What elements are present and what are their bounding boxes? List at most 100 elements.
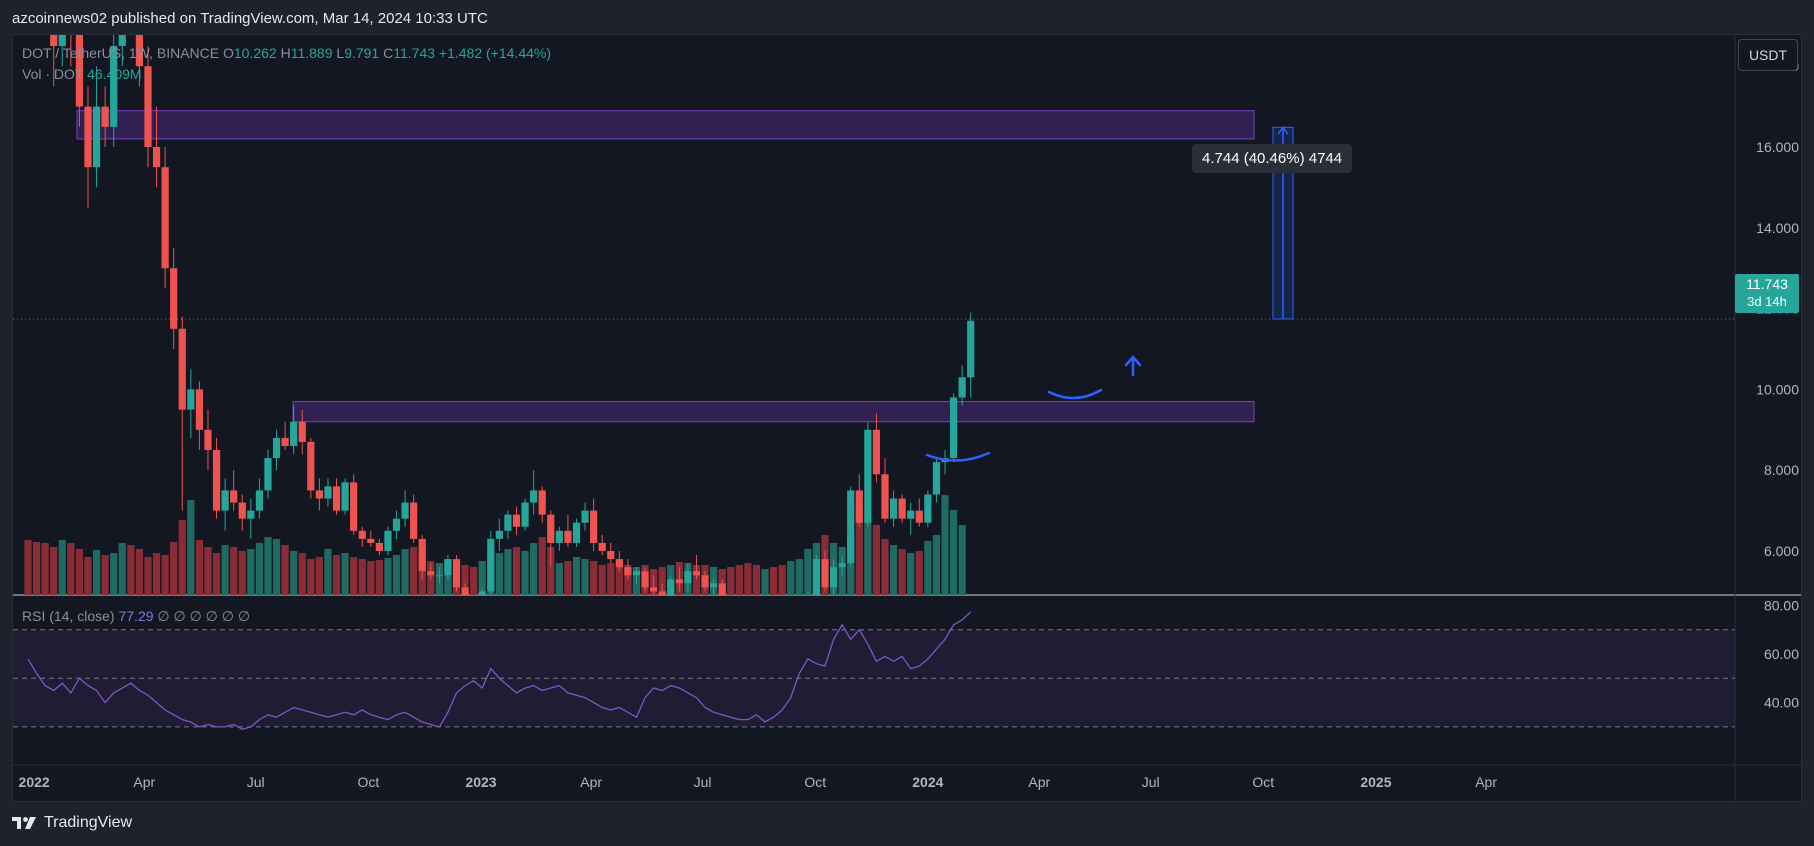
price-tick-label: 14.000: [1756, 220, 1799, 236]
volume-bar: [67, 543, 75, 595]
candle-body: [58, 35, 66, 47]
volume-bar: [298, 553, 306, 595]
symbol-label[interactable]: DOT / TetherUS, 1W, BINANCE: [22, 45, 220, 61]
volume-bar: [478, 561, 486, 595]
candle-body: [572, 522, 581, 543]
rsi-legend: RSI (14, close) 77.29 ∅ ∅ ∅ ∅ ∅ ∅: [22, 608, 250, 625]
volume-bar: [358, 559, 366, 595]
volume-bar: [761, 569, 769, 595]
candle-body: [710, 583, 718, 588]
candle-body: [195, 389, 203, 430]
volume-bar: [290, 551, 298, 595]
volume-bar: [607, 563, 615, 595]
candle-body: [847, 490, 855, 564]
volume-bar: [555, 563, 563, 595]
volume-bar: [727, 567, 735, 595]
measure-arrowhead: [1277, 126, 1289, 135]
rsi-tick-label: 40.00: [1764, 695, 1799, 711]
candle-body: [50, 35, 58, 47]
candle-body: [538, 490, 546, 515]
chart-frame[interactable]: 18.00016.00014.00012.00010.0008.0006.000…: [12, 34, 1802, 802]
low-label: L: [336, 45, 345, 61]
candle-body: [812, 559, 821, 595]
volume-bar: [332, 555, 341, 595]
volume-bar: [247, 549, 255, 595]
footer-bar: [0, 804, 1814, 846]
last-price-tag: 11.743 3d 14h: [1735, 274, 1799, 313]
volume-bar: [512, 547, 521, 595]
candle-body: [915, 510, 923, 523]
candle-body: [144, 66, 152, 148]
candle-body: [384, 530, 392, 552]
candle-body: [564, 530, 572, 543]
candle-body: [504, 514, 512, 531]
ohlc-legend: DOT / TetherUS, 1W, BINANCE O10.262 H11.…: [22, 45, 551, 61]
time-tick-label: Apr: [1028, 774, 1050, 790]
breakout-arrow-annotation: [1124, 355, 1142, 377]
publisher-text: azcoinnews02 published on TradingView.co…: [12, 10, 488, 27]
time-tick-label: 2025: [1360, 774, 1391, 790]
volume-bar: [32, 542, 41, 595]
time-tick-label: Apr: [580, 774, 602, 790]
candle-body: [829, 567, 838, 588]
candle-body: [221, 490, 229, 511]
candle-body: [187, 389, 195, 410]
time-tick-label: Jul: [1142, 774, 1160, 790]
candle-body: [204, 429, 212, 451]
price-tick-label: 8.000: [1764, 462, 1799, 478]
candle-body: [264, 458, 272, 491]
candle-body: [444, 559, 452, 576]
candle-body: [675, 579, 683, 584]
measure-label: 4.744 (40.46%) 4744: [1192, 144, 1353, 173]
candle-body: [872, 429, 881, 475]
volume-bar: [204, 547, 212, 595]
rsi-label[interactable]: RSI (14, close): [22, 608, 115, 624]
price-tick-label: 16.000: [1756, 139, 1799, 155]
candle-body: [598, 542, 606, 552]
rsi-extra-values: ∅ ∅ ∅ ∅ ∅ ∅: [157, 608, 251, 624]
candle-body: [727, 599, 734, 615]
cup-bottom-annotation: [925, 451, 991, 462]
candle-body: [298, 421, 306, 442]
candle-body: [358, 530, 366, 539]
candle-body: [418, 538, 426, 572]
time-tick-label: 2024: [912, 774, 943, 790]
candle-body: [255, 490, 263, 511]
candle-body: [152, 147, 161, 168]
candle-body: [684, 571, 692, 584]
volume-bar: [470, 567, 478, 595]
candle-body: [744, 624, 751, 628]
candle-body: [521, 502, 529, 527]
price-tick-label: 10.000: [1756, 381, 1799, 397]
volume-bar: [495, 553, 503, 595]
candle-body: [864, 429, 872, 523]
volume-bar: [187, 500, 195, 595]
candle-body: [161, 167, 169, 269]
candle-body: [736, 616, 743, 624]
volume-bar: [855, 505, 863, 595]
volume-bar: [58, 540, 66, 595]
currency-button[interactable]: USDT: [1738, 39, 1798, 71]
candle-body: [581, 510, 589, 523]
rsi-band: [13, 629, 1735, 727]
candle-body: [307, 441, 315, 491]
tradingview-brand[interactable]: TradingView: [12, 814, 132, 832]
volume-bar: [101, 555, 109, 595]
volume-bar: [932, 535, 941, 595]
volume-bar: [864, 515, 872, 595]
chart-canvas[interactable]: 18.00016.00014.00012.00010.0008.0006.000…: [13, 35, 1801, 801]
candle-body: [92, 106, 101, 168]
volume-label[interactable]: Vol · DOT: [22, 66, 84, 82]
candle-body: [512, 514, 521, 527]
volume-bar: [135, 549, 144, 595]
candle-body: [641, 571, 649, 588]
close-label: C: [383, 45, 394, 61]
volume-bar: [924, 541, 932, 595]
volume-bar: [915, 551, 923, 595]
volume-bar: [538, 537, 546, 595]
candle-body: [967, 320, 975, 378]
volume-bar: [410, 547, 418, 595]
candle-body: [701, 575, 709, 588]
candle-body: [949, 397, 958, 459]
volume-bar: [624, 565, 632, 595]
